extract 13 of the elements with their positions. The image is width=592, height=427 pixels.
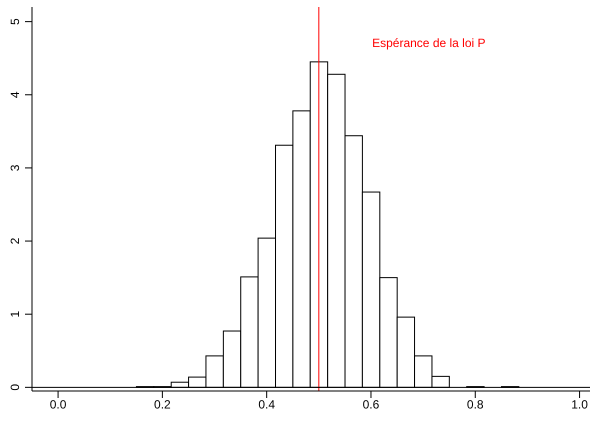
x-tick-label: 0.6 <box>362 398 380 412</box>
y-tick-label: 1 <box>8 310 22 318</box>
x-tick-label: 0.4 <box>258 398 276 412</box>
ref-line-label: Espérance de la loi P <box>372 36 486 50</box>
y-tick-label: 5 <box>8 18 22 25</box>
y-tick-label: 3 <box>8 164 22 172</box>
x-tick-label: 0.0 <box>50 398 67 412</box>
y-tick-label: 2 <box>8 237 22 244</box>
y-tick-label: 4 <box>8 91 22 98</box>
x-tick-label: 0.2 <box>154 398 172 412</box>
y-tick-label: 0 <box>8 384 22 391</box>
x-tick-label: 0.8 <box>466 398 484 412</box>
x-tick-label: 1.0 <box>571 398 588 412</box>
